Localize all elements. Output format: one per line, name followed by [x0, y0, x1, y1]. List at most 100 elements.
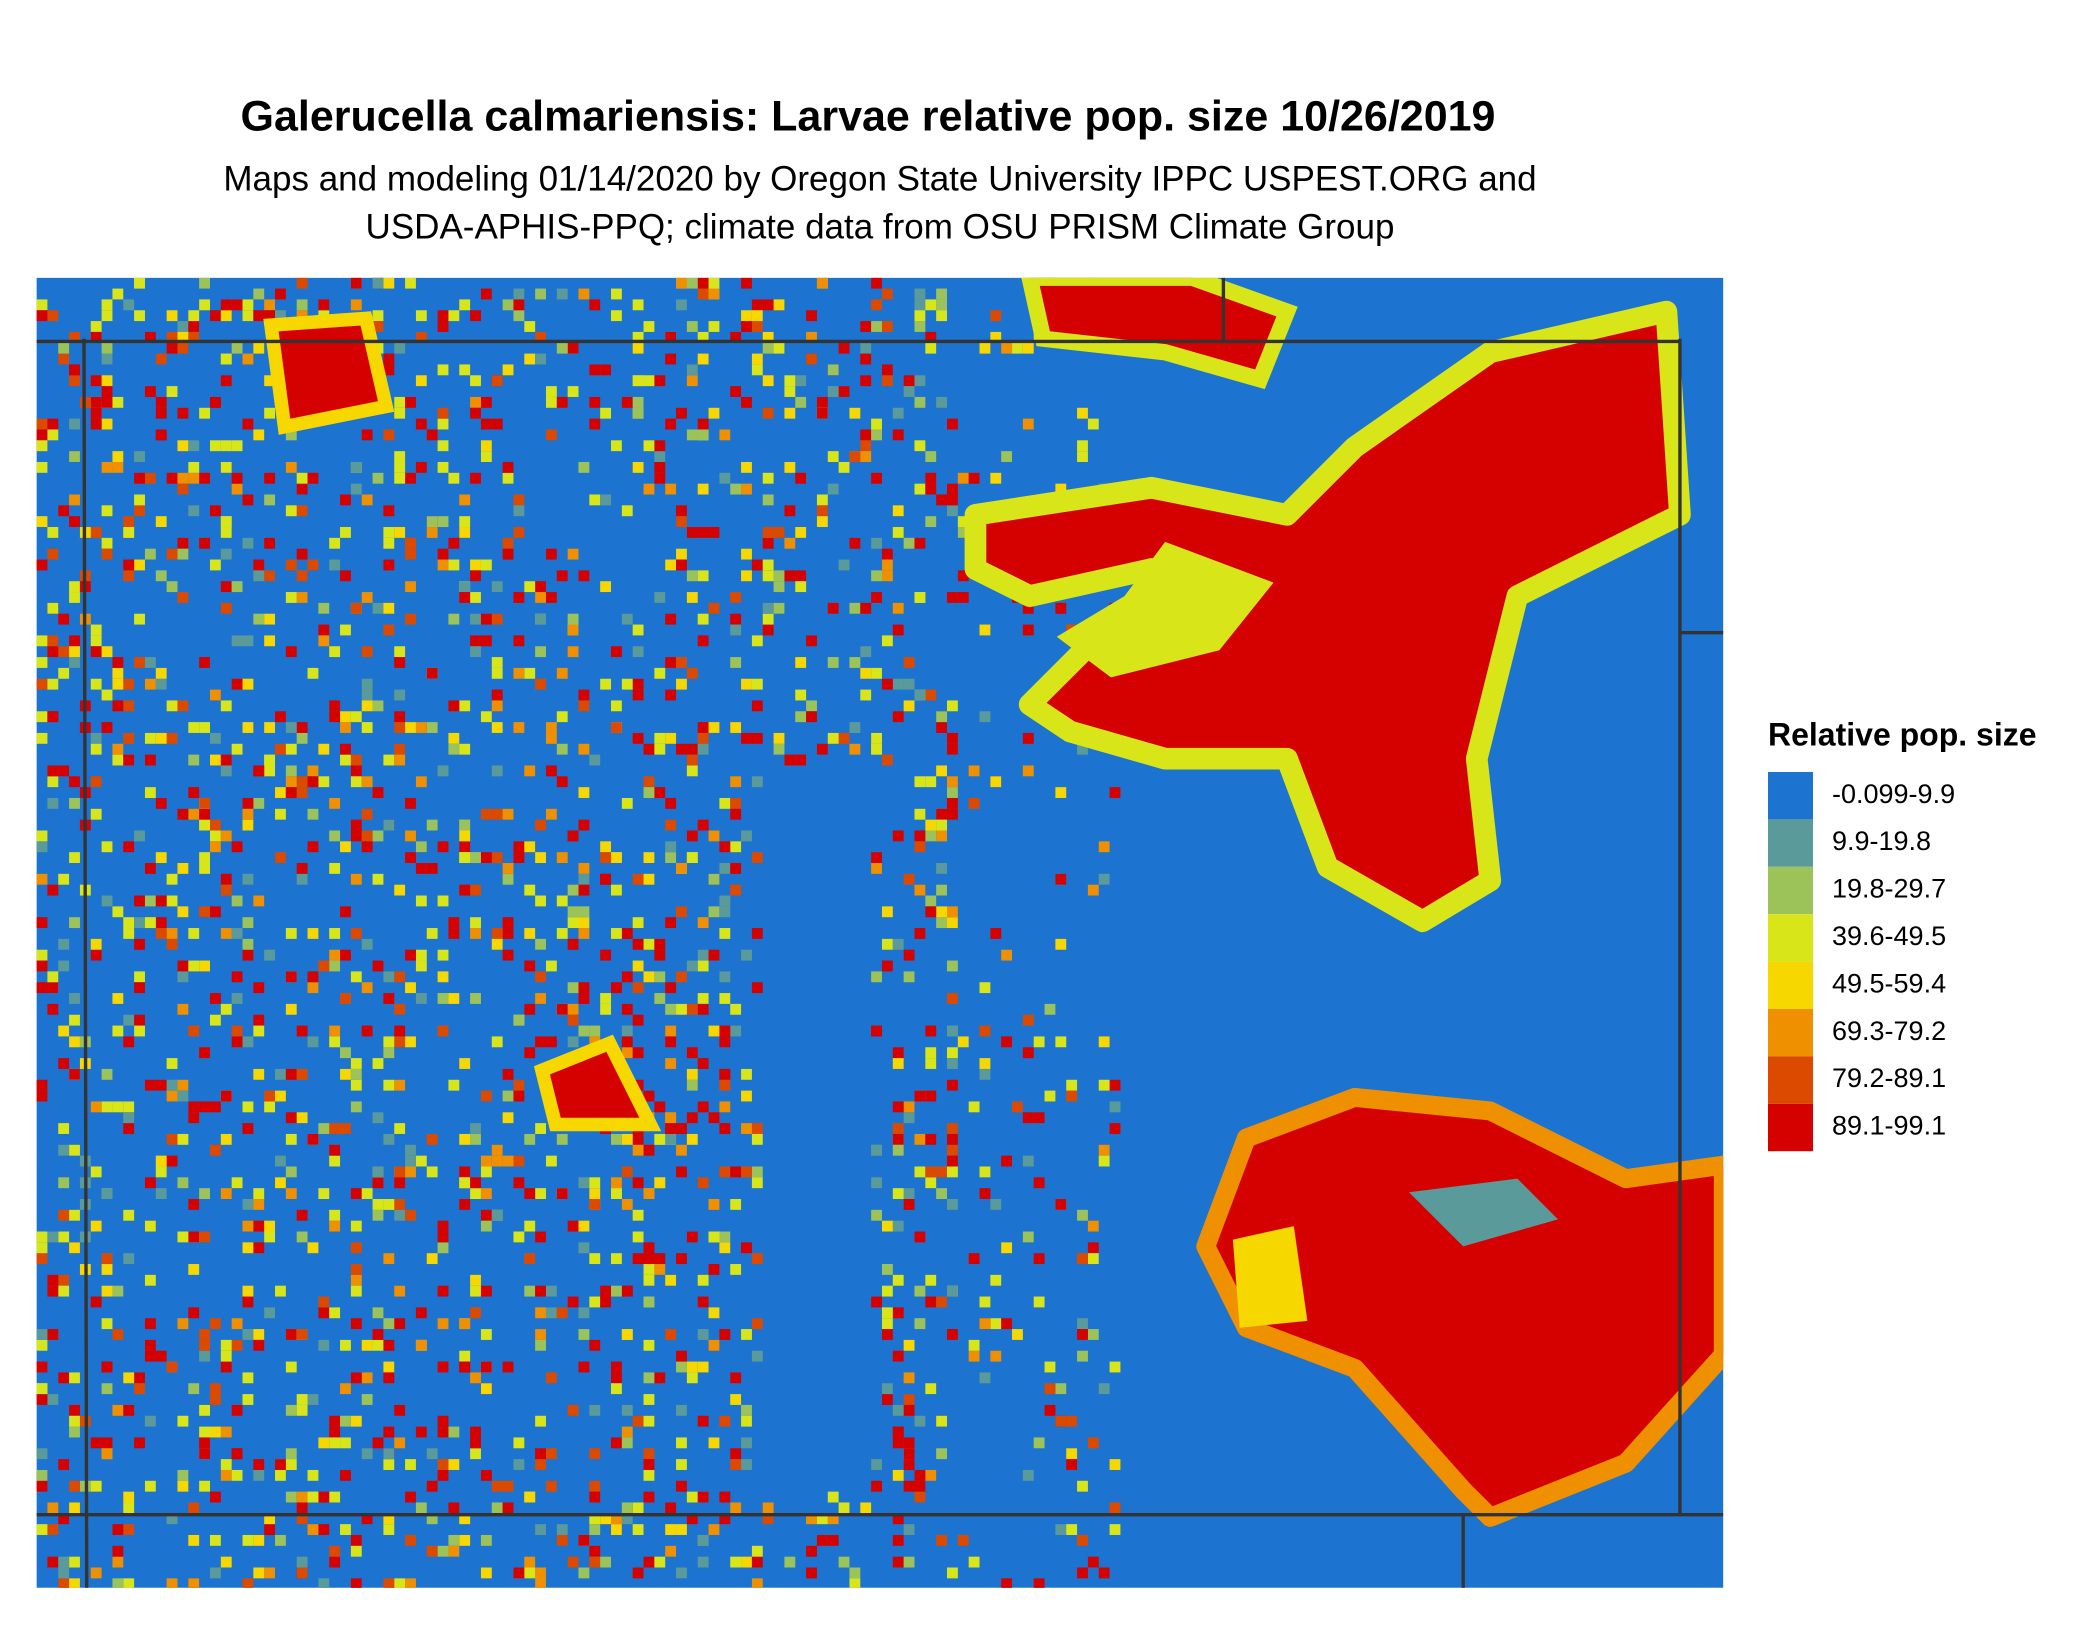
raster-cell	[188, 1112, 200, 1124]
raster-cell	[415, 375, 427, 387]
raster-cell	[112, 754, 124, 766]
raster-cell	[535, 581, 546, 593]
raster-cell	[751, 1578, 763, 1588]
raster-cell	[621, 678, 633, 690]
raster-cell	[1001, 1036, 1013, 1048]
raster-cell	[1001, 949, 1013, 961]
raster-cell	[632, 1567, 644, 1579]
raster-cell	[90, 375, 102, 387]
raster-cell	[947, 700, 958, 712]
raster-cell	[947, 1285, 958, 1297]
raster-cell	[1001, 342, 1013, 354]
raster-cell	[155, 396, 167, 408]
raster-cell	[611, 1513, 622, 1525]
raster-cell	[838, 1502, 850, 1514]
raster-cell	[708, 321, 720, 332]
raster-cell	[199, 1339, 210, 1351]
raster-cell	[36, 1339, 48, 1351]
raster-cell	[36, 516, 48, 528]
raster-cell	[936, 917, 948, 929]
raster-cell	[340, 1415, 351, 1427]
raster-cell	[36, 917, 48, 929]
raster-cell	[415, 863, 427, 874]
raster-cell	[437, 461, 449, 473]
raster-cell	[697, 1329, 709, 1340]
raster-cell	[903, 386, 915, 397]
raster-cell	[166, 1513, 178, 1525]
raster-cell	[58, 1058, 70, 1069]
raster-cell	[903, 700, 915, 712]
raster-cell	[502, 548, 514, 560]
raster-cell	[231, 1025, 243, 1037]
raster-cell	[643, 1394, 655, 1405]
raster-cell	[535, 819, 546, 831]
raster-cell	[676, 1437, 687, 1449]
raster-cell	[632, 407, 644, 419]
raster-cell	[643, 776, 655, 788]
raster-cell	[480, 635, 492, 647]
raster-cell	[990, 1274, 1002, 1286]
raster-cell	[871, 1480, 882, 1492]
raster-cell	[947, 505, 958, 517]
raster-cell	[632, 917, 644, 929]
raster-cell	[719, 1101, 731, 1113]
raster-cell	[69, 1578, 80, 1588]
raster-cell	[155, 928, 167, 939]
raster-cell	[58, 342, 70, 354]
raster-cell	[914, 321, 926, 332]
raster-cell	[892, 429, 904, 441]
raster-cell	[123, 1101, 135, 1113]
raster-cell	[632, 1014, 644, 1026]
raster-cell	[253, 982, 265, 994]
raster-cell	[578, 982, 590, 994]
raster-cell	[578, 917, 590, 929]
raster-cell	[535, 1448, 546, 1460]
raster-cell	[296, 873, 308, 885]
raster-cell	[437, 559, 449, 571]
raster-cell	[784, 505, 796, 517]
raster-cells	[36, 277, 1121, 1588]
raster-cell	[545, 1448, 557, 1460]
raster-cell	[881, 1383, 893, 1395]
raster-cell	[654, 1101, 666, 1113]
raster-cell	[112, 461, 124, 473]
raster-cell	[437, 516, 449, 528]
raster-cell	[676, 407, 687, 419]
raster-cell	[264, 949, 276, 961]
raster-cell	[437, 1318, 449, 1330]
raster-cell	[600, 494, 612, 506]
raster-cell	[220, 602, 232, 614]
raster-cell	[101, 1068, 113, 1080]
legend-title: Relative pop. size	[1768, 716, 2037, 752]
raster-cell	[1001, 451, 1013, 462]
raster-cell	[491, 613, 503, 625]
raster-cell	[361, 494, 373, 506]
raster-cell	[947, 1079, 958, 1091]
raster-cell	[188, 1578, 200, 1588]
raster-cell	[621, 928, 633, 939]
raster-cell	[90, 331, 102, 343]
raster-cell	[437, 1545, 449, 1557]
raster-cell	[892, 1426, 904, 1438]
raster-cell	[1109, 1502, 1121, 1514]
raster-cell	[231, 1448, 243, 1460]
raster-cell	[383, 429, 395, 441]
raster-cell	[849, 1567, 861, 1579]
raster-cell	[741, 1123, 752, 1134]
raster-cell	[285, 787, 297, 798]
raster-cell	[372, 873, 384, 885]
raster-cell	[199, 960, 210, 972]
raster-cell	[372, 1177, 384, 1189]
raster-cell	[340, 1123, 351, 1134]
raster-cell	[350, 1545, 362, 1557]
raster-cell	[751, 700, 763, 712]
raster-cell	[491, 581, 503, 593]
raster-cell	[275, 1469, 286, 1481]
raster-cell	[209, 754, 221, 766]
raster-cell	[730, 1556, 742, 1568]
raster-cell	[318, 1296, 330, 1308]
raster-cell	[795, 527, 807, 538]
raster-cell	[947, 1144, 958, 1156]
raster-cell	[459, 364, 471, 376]
raster-cell	[448, 928, 460, 939]
